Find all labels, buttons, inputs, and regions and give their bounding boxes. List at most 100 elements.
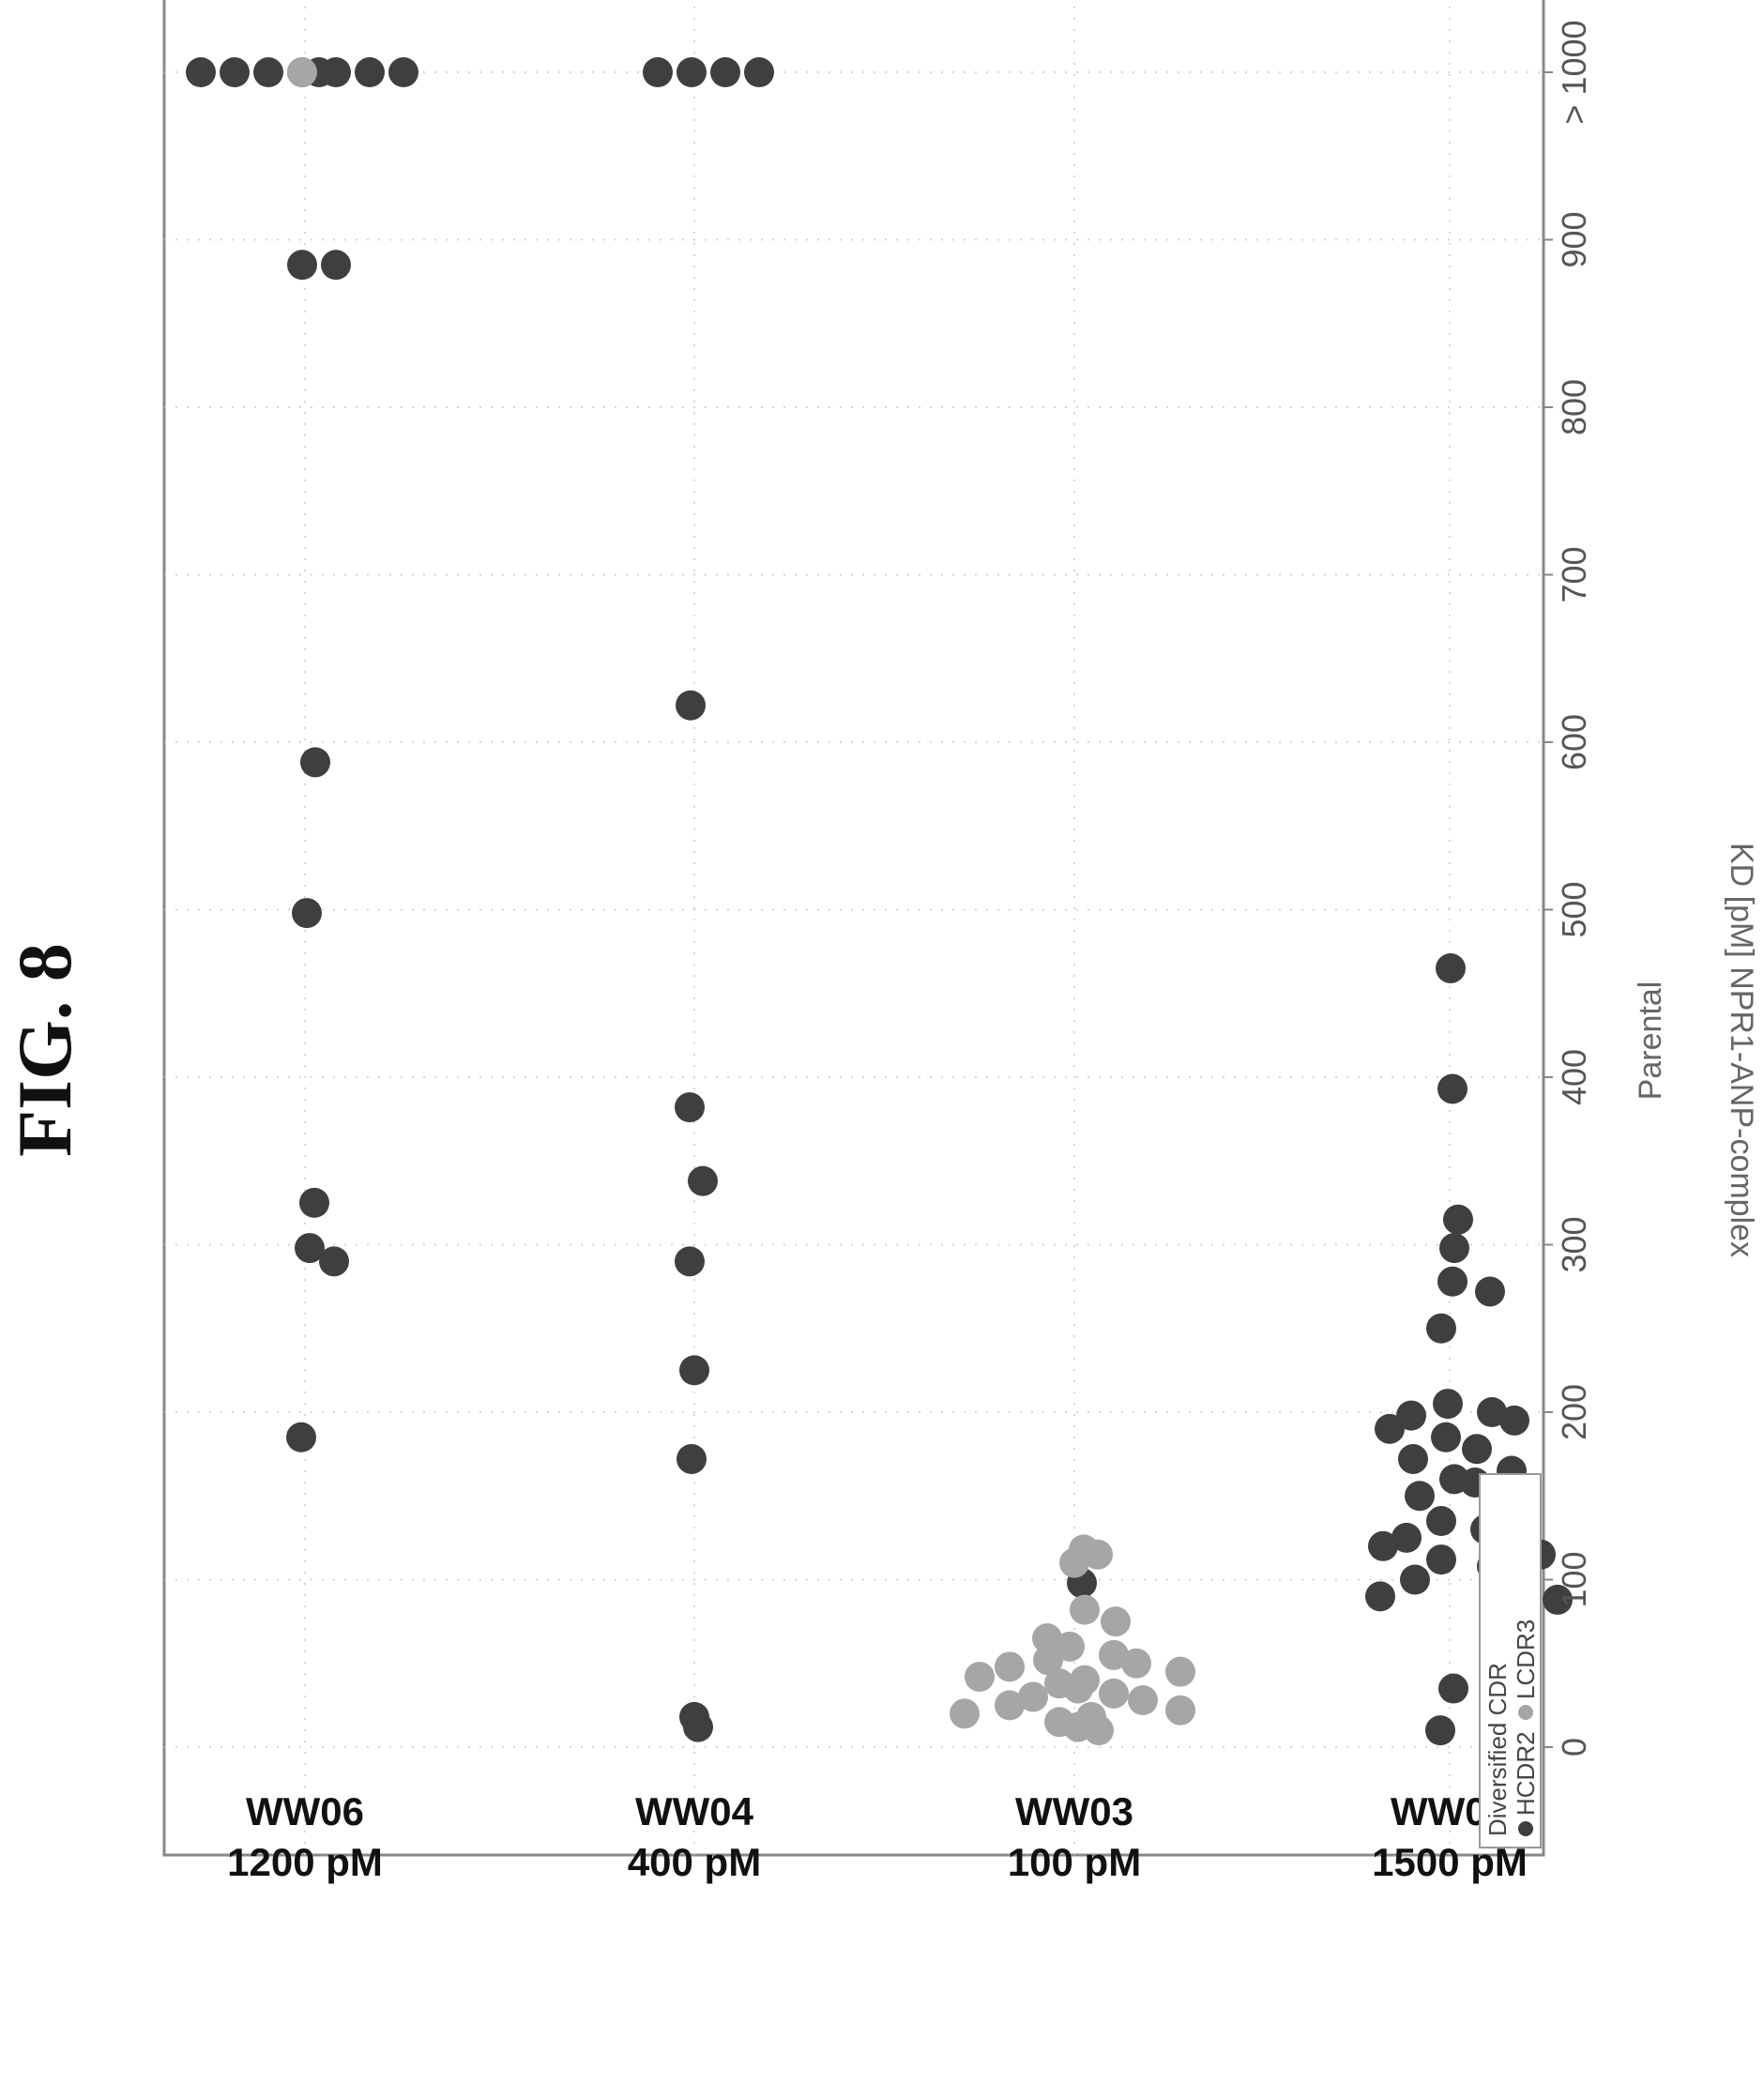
data-point-hcdr2: [1462, 1434, 1492, 1465]
data-point-hcdr2: [744, 57, 774, 87]
data-point-hcdr2: [677, 1443, 707, 1474]
data-point-hcdr2: [679, 1355, 709, 1386]
x-axis-label: Parental: [1633, 981, 1668, 1101]
x-category-name: WW03: [1015, 1789, 1133, 1833]
data-point-hcdr2: [321, 250, 351, 281]
grid-lines: [164, 0, 1544, 1855]
data-point-hcdr2: [292, 898, 322, 929]
data-point-hcdr2: [1437, 1073, 1467, 1104]
data-point-hcdr2: [1439, 1233, 1469, 1264]
y-tick-label: 0: [1555, 1738, 1593, 1757]
data-point-lcdr3: [1059, 1547, 1089, 1578]
data-point-lcdr3: [1099, 1639, 1129, 1670]
data-point-hcdr2: [676, 690, 706, 721]
x-category-affinity: 400 pM: [628, 1840, 761, 1884]
data-point-lcdr3: [1165, 1695, 1195, 1726]
data-point-hcdr2: [1426, 1506, 1456, 1537]
y-tick-label: 400: [1555, 1049, 1593, 1105]
data-point-hcdr2: [253, 57, 283, 87]
legend-title: Diversified CDR: [1483, 1663, 1512, 1836]
data-point-hcdr2: [643, 57, 673, 87]
data-point-hcdr2: [677, 57, 707, 87]
data-point-hcdr2: [355, 57, 385, 87]
data-point-hcdr2: [186, 57, 216, 87]
data-points: [186, 57, 1573, 1746]
data-point-hcdr2: [1400, 1564, 1430, 1595]
data-point-hcdr2: [388, 57, 418, 87]
y-tick-label: 600: [1555, 714, 1593, 770]
data-point-lcdr3: [1084, 1715, 1114, 1746]
y-tick-label: 100: [1555, 1551, 1593, 1607]
x-category-name: WW06: [246, 1789, 364, 1833]
legend-marker-lcdr3: [1518, 1705, 1533, 1720]
data-point-hcdr2: [1375, 1413, 1405, 1444]
data-point-hcdr2: [1499, 1405, 1529, 1436]
legend-entry-hcdr2: HCDR2: [1512, 1731, 1540, 1816]
data-point-lcdr3: [995, 1651, 1025, 1682]
data-point-hcdr2: [1475, 1276, 1505, 1307]
data-point-hcdr2: [688, 1165, 718, 1196]
legend-marker-hcdr2: [1518, 1821, 1533, 1836]
data-point-hcdr2: [1391, 1522, 1422, 1553]
data-point-lcdr3: [965, 1662, 995, 1693]
data-point-hcdr2: [683, 1711, 713, 1742]
data-point-hcdr2: [287, 250, 317, 281]
data-point-hcdr2: [1396, 1400, 1426, 1431]
y-tick-label: 800: [1555, 379, 1593, 435]
data-point-hcdr2: [1443, 1204, 1473, 1235]
data-point-lcdr3: [1128, 1685, 1158, 1716]
legend: Diversified CDR HCDR2 LCDR3: [1479, 1473, 1542, 1848]
data-point-lcdr3: [1070, 1594, 1100, 1625]
data-point-lcdr3: [1018, 1681, 1048, 1712]
data-point-lcdr3: [1101, 1606, 1131, 1637]
data-point-hcdr2: [1438, 1673, 1468, 1704]
data-point-lcdr3: [1083, 1539, 1113, 1570]
legend-entry-lcdr3: LCDR3: [1512, 1620, 1540, 1699]
data-point-lcdr3: [287, 57, 317, 87]
y-tick-label: 200: [1555, 1384, 1593, 1440]
figure-title: FIG. 8: [2, 943, 87, 1157]
data-point-hcdr2: [319, 1246, 349, 1277]
y-tick-label: 500: [1555, 881, 1593, 937]
y-tick-label: > 1000: [1555, 20, 1593, 124]
x-category-affinity: 1200 pM: [227, 1840, 383, 1884]
data-point-lcdr3: [950, 1698, 980, 1729]
data-point-hcdr2: [1437, 1266, 1467, 1297]
data-point-hcdr2: [1405, 1481, 1435, 1512]
data-point-hcdr2: [1436, 952, 1466, 983]
data-point-hcdr2: [300, 747, 330, 778]
y-axis-label: KD [pM] NPR1-ANP-complex: [1724, 843, 1759, 1257]
data-point-lcdr3: [1033, 1645, 1063, 1676]
y-tick-label: 700: [1555, 546, 1593, 602]
data-point-hcdr2: [710, 57, 740, 87]
legend-box: [1479, 1473, 1542, 1848]
y-tick-label: 900: [1555, 211, 1593, 267]
data-point-hcdr2: [1365, 1581, 1395, 1612]
data-point-hcdr2: [295, 1233, 325, 1264]
data-point-lcdr3: [995, 1690, 1025, 1721]
data-point-hcdr2: [286, 1422, 316, 1453]
data-point-hcdr2: [675, 1246, 705, 1277]
data-point-hcdr2: [1425, 1715, 1455, 1746]
data-point-hcdr2: [220, 57, 250, 87]
data-point-hcdr2: [1426, 1544, 1456, 1575]
plot-frame: [162, 0, 1545, 1857]
data-point-lcdr3: [1055, 1631, 1085, 1662]
data-point-lcdr3: [1121, 1648, 1151, 1679]
x-category-name: WW04: [635, 1789, 754, 1833]
data-point-hcdr2: [1431, 1422, 1461, 1453]
data-point-hcdr2: [1368, 1530, 1398, 1561]
data-point-lcdr3: [1063, 1673, 1093, 1704]
x-category-affinity: 100 pM: [1008, 1840, 1141, 1884]
data-point-hcdr2: [1433, 1389, 1463, 1420]
data-point-lcdr3: [1165, 1656, 1195, 1687]
data-point-lcdr3: [1099, 1678, 1129, 1709]
data-point-hcdr2: [675, 1092, 705, 1123]
data-point-hcdr2: [1543, 1584, 1573, 1615]
y-tick-labels: 0 100 200 300 400 500 600 700 800 900 > 1000: [1544, 20, 1593, 1757]
y-tick-label: 300: [1555, 1216, 1593, 1272]
data-point-hcdr2: [1477, 1397, 1507, 1427]
data-point-hcdr2: [1398, 1443, 1428, 1474]
